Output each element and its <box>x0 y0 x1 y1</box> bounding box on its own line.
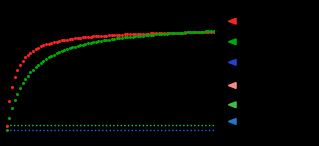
FancyArrow shape <box>228 102 236 108</box>
FancyArrow shape <box>228 59 236 65</box>
FancyArrow shape <box>228 39 236 45</box>
FancyArrow shape <box>228 119 236 124</box>
FancyArrow shape <box>228 18 236 24</box>
FancyArrow shape <box>228 83 236 88</box>
